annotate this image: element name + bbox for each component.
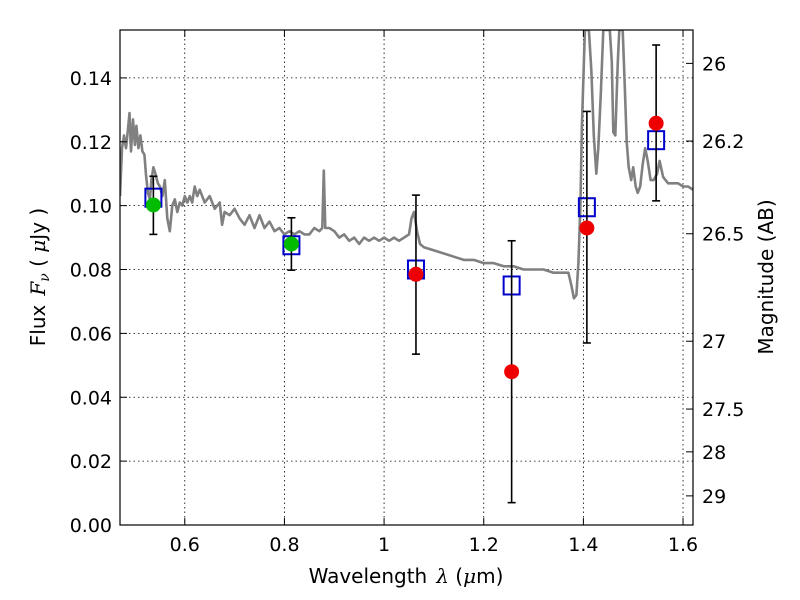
- y2-tick-label: 26.2: [702, 131, 744, 153]
- x-axis-title: Wavelength λ (μm): [309, 564, 504, 588]
- x-tick-label: 1: [378, 534, 390, 556]
- y2-tick-label: 27: [702, 331, 726, 353]
- y-axis-symbol: F: [26, 281, 50, 297]
- y2-tick-label: 27.5: [702, 399, 744, 421]
- x-axis-unit-mu: μ: [463, 564, 476, 588]
- y-axis-title: Flux Fν ( μJy ): [26, 208, 53, 346]
- y-axis-unit-rest: Jy ): [26, 208, 50, 242]
- observed-flux-point: [504, 364, 520, 380]
- plot-data: [120, 30, 693, 504]
- x-axis-symbol: λ: [435, 564, 449, 588]
- grid: [120, 30, 693, 526]
- x-axis-unit-open: (: [449, 564, 463, 588]
- y-tick-label: 0.06: [70, 323, 112, 345]
- y-axis-label: Flux: [26, 304, 50, 346]
- axis-ticks: 0.6 0.8 1 1.2 1.4 1.6 0.00 0.02 0.04 0.06 0.08 0.10…: [70, 30, 744, 556]
- y2-tick-label: 28: [702, 442, 726, 464]
- y2-tick-label: 26: [702, 53, 726, 75]
- observed-flux-point: [579, 220, 595, 236]
- observed-flux-point: [408, 266, 424, 282]
- y-tick-label: 0.00: [70, 515, 112, 537]
- y2-tick-label: 29: [702, 486, 726, 508]
- observed-flux-point: [283, 236, 299, 252]
- observed-flux-point: [648, 115, 664, 131]
- x-tick-label: 1.4: [568, 534, 598, 556]
- observed-flux-point: [145, 197, 161, 213]
- y-tick-label: 0.04: [70, 387, 112, 409]
- x-tick-label: 1.2: [469, 534, 499, 556]
- y-tick-label: 0.12: [70, 132, 112, 154]
- x-axis-label: Wavelength: [309, 564, 428, 588]
- x-tick-label: 0.6: [170, 534, 200, 556]
- y-axis-unit-mu: μ: [26, 240, 50, 253]
- y-axis-symbol-sub: ν: [37, 273, 53, 282]
- x-axis-unit-rest: m): [476, 564, 503, 588]
- y-tick-label: 0.08: [70, 260, 112, 282]
- y-tick-label: 0.02: [70, 451, 112, 473]
- y-axis-unit-open: (: [26, 253, 50, 274]
- y-tick-label: 0.14: [70, 68, 112, 90]
- x-tick-label: 0.8: [269, 534, 299, 556]
- y2-axis-title: Magnitude (AB): [754, 199, 778, 354]
- x-tick-label: 1.6: [668, 534, 698, 556]
- y2-tick-label: 26.5: [702, 224, 744, 246]
- spectrum-line: [120, 30, 693, 300]
- plot-frame: [119, 29, 694, 526]
- y-tick-label: 0.10: [70, 196, 112, 218]
